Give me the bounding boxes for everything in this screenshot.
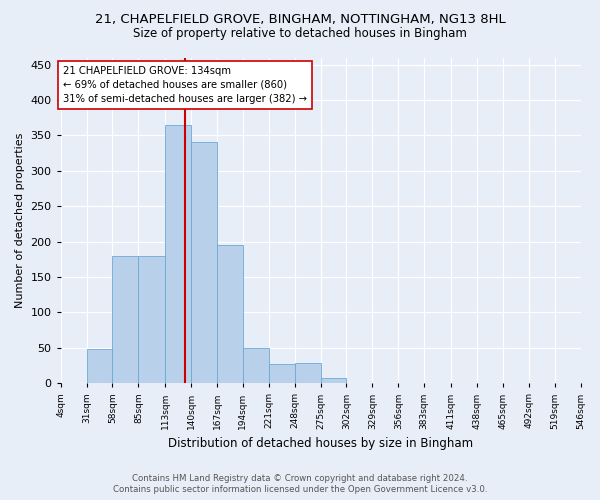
Bar (191, 142, 217, 384)
X-axis label: Distribution of detached houses by size in Bingham: Distribution of detached houses by size … (168, 437, 473, 450)
Bar (61, 382, 86, 384)
Bar (86, 350, 112, 384)
Text: Size of property relative to detached houses in Bingham: Size of property relative to detached ho… (133, 28, 467, 40)
Bar (243, 348, 269, 384)
Text: 21, CHAPELFIELD GROVE, BINGHAM, NOTTINGHAM, NG13 8HL: 21, CHAPELFIELD GROVE, BINGHAM, NOTTINGH… (95, 12, 505, 26)
Bar (139, 256, 165, 384)
Text: 21 CHAPELFIELD GROVE: 134sqm
← 69% of detached houses are smaller (860)
31% of s: 21 CHAPELFIELD GROVE: 134sqm ← 69% of de… (62, 66, 307, 104)
Bar (554, 382, 581, 384)
Y-axis label: Number of detached properties: Number of detached properties (15, 132, 25, 308)
Bar (269, 364, 295, 384)
Bar (112, 256, 139, 384)
Bar (346, 382, 373, 384)
Bar (320, 378, 346, 384)
Bar (217, 245, 243, 384)
Bar (165, 125, 191, 384)
Text: Contains HM Land Registry data © Crown copyright and database right 2024.
Contai: Contains HM Land Registry data © Crown c… (113, 474, 487, 494)
Bar (295, 364, 320, 384)
